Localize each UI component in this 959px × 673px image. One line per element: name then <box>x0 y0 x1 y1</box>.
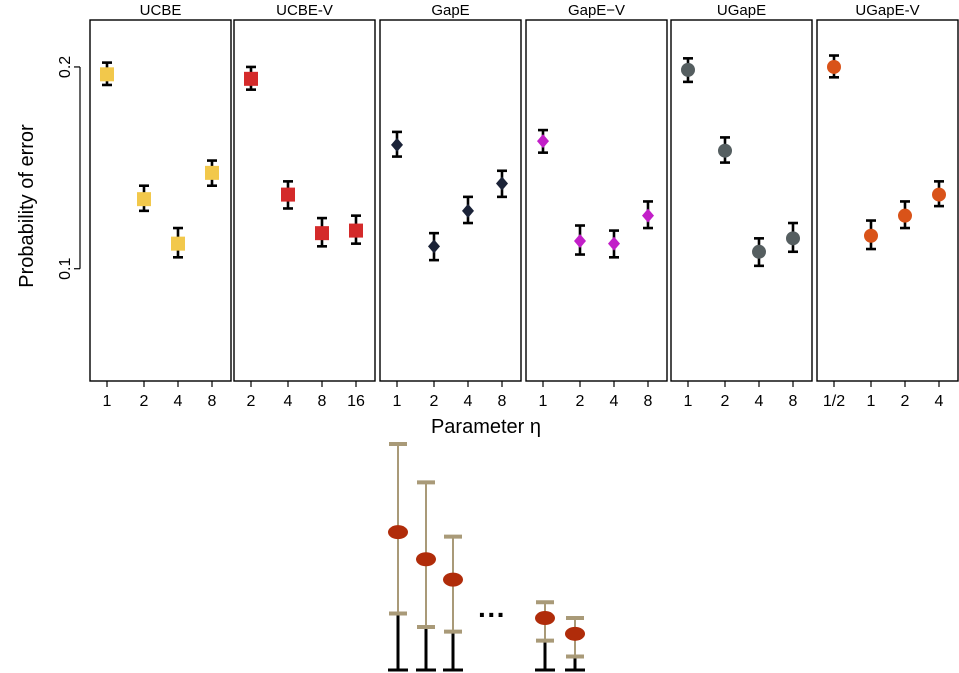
data-point <box>100 67 114 82</box>
x-tick-label: 1/2 <box>823 393 845 410</box>
x-tick-label: 16 <box>347 393 365 410</box>
y-axis-label: Probability of error <box>16 124 38 288</box>
x-tick-label: 2 <box>430 393 439 410</box>
mean-marker <box>443 572 463 587</box>
data-point <box>205 165 219 180</box>
panel-frame <box>670 19 813 382</box>
data-point <box>574 233 586 248</box>
panel-title: GapE <box>431 2 469 19</box>
panel-title: UCBE-V <box>276 2 333 19</box>
x-tick-label: 1 <box>684 393 693 410</box>
data-point <box>137 192 151 207</box>
panel-3: GapE 1 2 4 8 <box>379 2 522 410</box>
data-point <box>349 223 363 238</box>
panel-title: UCBE <box>140 2 182 19</box>
x-tick-label: 8 <box>789 393 798 410</box>
illustration-bar-1 <box>388 442 408 672</box>
panel-frame <box>379 19 522 382</box>
x-tick-label: 4 <box>464 393 473 410</box>
data-point <box>932 187 946 202</box>
data-point <box>681 62 695 77</box>
data-point <box>718 143 732 158</box>
panel-frame <box>525 19 668 382</box>
panel-title: GapE−V <box>568 2 625 19</box>
y-axis: 0.1 0.2 <box>57 56 81 280</box>
x-tick-label: 4 <box>935 393 944 410</box>
x-tick-label: 8 <box>498 393 507 410</box>
x-tick-label: 4 <box>174 393 183 410</box>
y-tick-label: 0.2 <box>57 56 74 78</box>
panel-6: UGapE-V 1/2 1 2 4 <box>816 2 959 410</box>
x-tick-label: 4 <box>284 393 293 410</box>
x-tick-label: 2 <box>247 393 256 410</box>
data-point <box>428 239 440 254</box>
mean-marker <box>565 626 585 641</box>
data-point <box>752 244 766 259</box>
x-tick-label: 2 <box>140 393 149 410</box>
panel-frame <box>233 19 376 382</box>
data-point <box>391 137 403 152</box>
x-tick-label: 2 <box>576 393 585 410</box>
data-point <box>642 208 654 223</box>
illustration-bar-4 <box>535 600 555 672</box>
data-point <box>315 226 329 241</box>
data-point <box>171 236 185 251</box>
data-point <box>496 176 508 191</box>
data-point <box>537 134 549 149</box>
x-tick-label: 4 <box>755 393 764 410</box>
x-tick-label: 8 <box>208 393 217 410</box>
y-tick-label: 0.1 <box>57 258 74 280</box>
panel-title: UGapE-V <box>855 2 919 19</box>
mean-marker <box>416 552 436 567</box>
panel-5: UGapE 1 2 4 8 <box>670 2 813 410</box>
x-tick-label: 1 <box>539 393 548 410</box>
data-point <box>244 71 258 86</box>
illustration-bar-5 <box>565 616 585 672</box>
ellipsis: ··· <box>478 599 506 630</box>
x-tick-label: 1 <box>867 393 876 410</box>
mean-marker <box>388 525 408 540</box>
illustration-bar-3 <box>443 534 463 672</box>
data-point <box>608 236 620 251</box>
panel-1: UCBE 1 2 4 8 <box>89 2 232 410</box>
illustration-bar-2 <box>416 480 436 672</box>
data-point <box>898 208 912 223</box>
x-tick-label: 2 <box>721 393 730 410</box>
panel-2: UCBE-V 2 4 8 16 <box>233 2 376 410</box>
data-point <box>786 231 800 246</box>
panel-frame <box>816 19 959 382</box>
illustration-error-bars: ··· <box>388 442 585 672</box>
x-tick-label: 8 <box>644 393 653 410</box>
data-point <box>827 59 841 74</box>
x-tick-label: 8 <box>318 393 327 410</box>
panel-4: GapE−V 1 2 4 8 <box>525 2 668 410</box>
data-point <box>864 228 878 243</box>
panel-title: UGapE <box>717 2 766 19</box>
x-tick-label: 1 <box>103 393 112 410</box>
data-point <box>462 203 474 218</box>
x-tick-label: 2 <box>901 393 910 410</box>
data-point <box>281 187 295 202</box>
x-tick-label: 1 <box>393 393 402 410</box>
x-tick-label: 4 <box>610 393 619 410</box>
panel-frame <box>89 19 232 382</box>
mean-marker <box>535 611 555 626</box>
x-axis-label: Parameter η <box>431 416 541 438</box>
